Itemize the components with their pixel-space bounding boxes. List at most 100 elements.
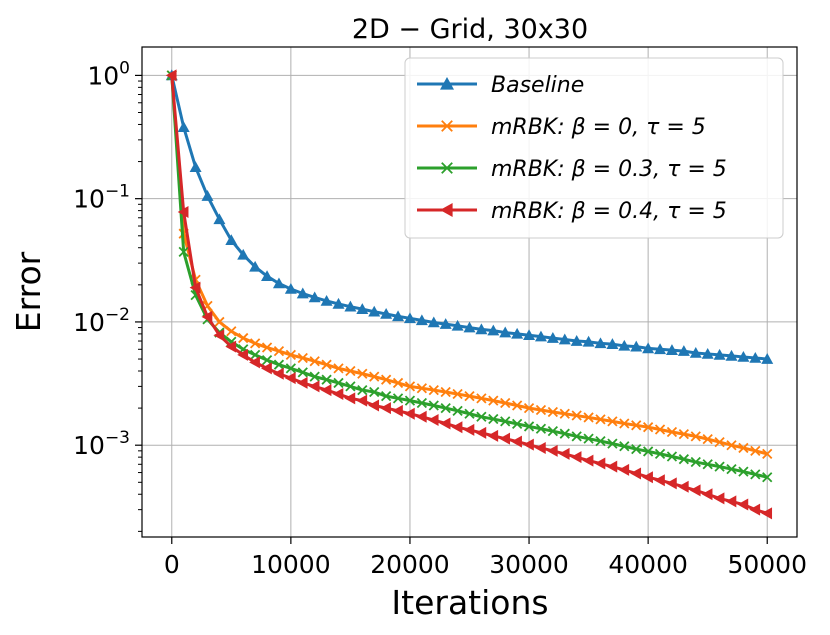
data-point (570, 451, 582, 464)
data-point (452, 388, 463, 400)
data-point (654, 474, 665, 487)
data-point (654, 343, 667, 355)
data-point (725, 495, 737, 508)
data-point (750, 469, 761, 480)
data-point (511, 400, 523, 411)
data-point (499, 326, 512, 338)
y-tick-label: 100 (87, 58, 130, 90)
data-point (261, 362, 272, 375)
data-point (285, 349, 297, 361)
x-tick-label: 20000 (370, 550, 450, 579)
data-point (345, 381, 356, 392)
data-point (392, 310, 405, 322)
data-point (261, 342, 273, 353)
x-tick-label: 30000 (489, 550, 569, 579)
data-point (678, 428, 690, 440)
data-point (523, 438, 534, 451)
data-point (404, 395, 416, 406)
data-point (690, 431, 701, 442)
data-point (332, 388, 344, 401)
data-point (416, 397, 428, 409)
data-point (189, 281, 201, 294)
data-point (368, 305, 381, 317)
data-point (415, 314, 428, 326)
data-point (630, 467, 642, 480)
data-point (165, 69, 177, 82)
data-point (380, 402, 391, 415)
data-point (583, 412, 594, 423)
data-point (666, 426, 678, 438)
data-point (238, 332, 249, 344)
data-point (356, 303, 369, 314)
data-point (726, 440, 737, 451)
legend-item: mRBK: β = 0.3, τ = 5 (417, 157, 727, 182)
x-tick-label: 50000 (727, 550, 807, 579)
data-point (737, 498, 749, 511)
data-point (618, 339, 631, 351)
data-point (475, 426, 487, 439)
data-point (654, 448, 666, 460)
data-point (738, 466, 749, 477)
data-point (606, 460, 618, 473)
data-point (511, 327, 524, 339)
data-point (369, 371, 380, 382)
data-point (272, 277, 285, 289)
data-point (535, 404, 547, 416)
data-point (284, 372, 296, 385)
data-point (296, 376, 308, 389)
data-point (642, 446, 654, 457)
data-point (452, 405, 463, 416)
data-point (630, 340, 643, 352)
data-point (547, 406, 559, 418)
series-2 (166, 70, 773, 460)
data-point (392, 404, 403, 417)
data-point (237, 348, 249, 361)
data-point (750, 445, 761, 456)
data-point (416, 383, 428, 394)
data-point (762, 448, 773, 460)
data-point (594, 457, 606, 470)
data-point (571, 410, 582, 421)
data-point (619, 441, 630, 452)
data-point (296, 287, 309, 299)
data-point (619, 418, 630, 429)
data-point (403, 407, 415, 420)
data-point (702, 433, 713, 445)
data-point (441, 120, 453, 132)
data-point (451, 421, 463, 434)
data-point (261, 270, 274, 281)
data-point (654, 424, 666, 435)
data-point (309, 356, 320, 367)
data-point (749, 351, 762, 363)
y-tick-label: 10−2 (73, 305, 130, 337)
data-point (440, 77, 454, 90)
data-point (285, 363, 297, 374)
data-point (297, 352, 308, 364)
data-point (177, 205, 189, 218)
data-point (582, 454, 594, 467)
data-point (570, 335, 583, 346)
data-point (559, 408, 570, 419)
y-tick-label: 10−3 (73, 428, 130, 460)
data-point (273, 359, 285, 370)
data-point (333, 363, 344, 374)
data-point (677, 480, 689, 493)
x-axis-label: Iterations (391, 583, 548, 622)
data-point (273, 345, 285, 357)
data-point (463, 423, 475, 436)
data-point (440, 203, 453, 217)
data-point (631, 443, 642, 455)
data-point (439, 318, 452, 329)
data-point (595, 435, 606, 447)
legend-label: mRBK: β = 0, τ = 5 (491, 115, 706, 140)
data-point (618, 463, 630, 476)
data-point (415, 410, 427, 423)
x-tick-label: 10000 (251, 550, 331, 579)
data-point (249, 356, 260, 369)
data-point (726, 463, 737, 475)
data-point (226, 326, 237, 337)
data-point (689, 346, 702, 358)
data-point (702, 459, 713, 470)
data-point (607, 438, 618, 449)
data-point (713, 492, 725, 505)
